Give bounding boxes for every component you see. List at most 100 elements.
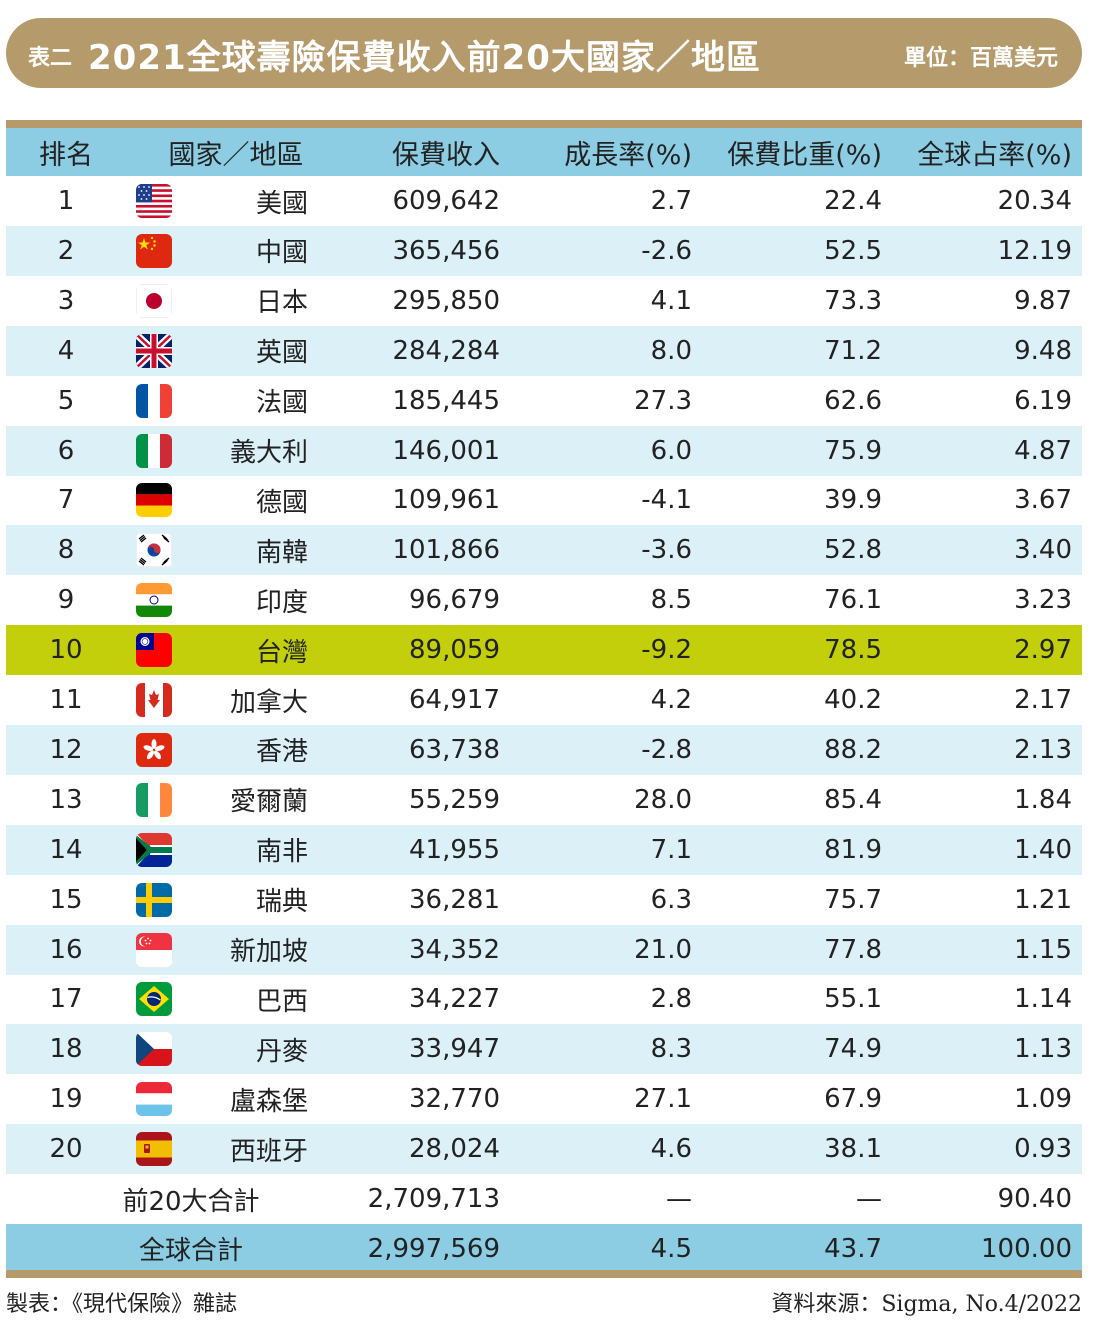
footer-producer: 製表：《現代保險》雜誌 <box>6 1292 238 1317</box>
brazil-flag-icon <box>136 982 172 1017</box>
premium-cell: 34,352 <box>409 934 500 965</box>
growth-cell: 27.3 <box>634 385 692 416</box>
country-cell: 義大利 <box>229 438 308 468</box>
unit-label: 單位：百萬美元 <box>903 46 1058 71</box>
header-rank: 排名 <box>39 139 93 171</box>
growth-cell: 4.6 <box>650 1134 692 1165</box>
premium-cell: 64,917 <box>409 685 500 715</box>
rank-cell: 3 <box>57 285 75 316</box>
table-row: 16 新加坡 34,352 21.0 77.8 1.15 <box>6 924 1082 975</box>
ratio-cell: 43.7 <box>824 1233 882 1264</box>
country-cell: 巴西 <box>255 986 308 1017</box>
ratio-cell: 55.1 <box>824 984 882 1015</box>
growth-cell: 2.7 <box>650 186 692 216</box>
growth-cell: 7.1 <box>650 834 692 865</box>
canada-flag-icon <box>136 683 172 717</box>
header-country: 國家／地區 <box>168 139 304 171</box>
rank-cell: 17 <box>49 984 83 1015</box>
rank-cell: 7 <box>57 485 75 516</box>
header-premium: 保費收入 <box>392 139 500 171</box>
spain-flag-icon <box>136 1132 172 1167</box>
rank-cell: 11 <box>49 685 83 715</box>
ratio-cell: 62.6 <box>824 385 882 416</box>
premium-cell: 2,709,713 <box>367 1184 500 1214</box>
flag-cell <box>134 925 174 975</box>
table-row: 2 中國 365,456 -2.6 52.5 12.19 <box>6 225 1082 276</box>
total-label: 全球合計 <box>138 1236 243 1267</box>
flag-cell <box>134 176 174 226</box>
growth-cell: 4.2 <box>650 685 692 715</box>
taiwan-flag-icon <box>136 633 172 668</box>
header-growth: 成長率(%) <box>564 139 692 171</box>
global-total-row: 全球合計 2,997,569 4.5 43.7 100.00 <box>6 1223 1082 1274</box>
flag-cell <box>134 376 174 426</box>
country-cell: 丹麥 <box>255 1036 308 1067</box>
country-cell: 中國 <box>255 238 308 269</box>
premium-cell: 55,259 <box>409 784 500 815</box>
rank-cell: 12 <box>49 734 83 765</box>
flag-cell <box>134 1124 174 1174</box>
table-row: 13 愛爾蘭 55,259 28.0 85.4 1.84 <box>6 775 1082 825</box>
share-cell: 1.15 <box>1014 934 1072 965</box>
ratio-cell: 52.5 <box>824 235 882 266</box>
table-row: 5 法國 185,445 27.3 62.6 6.19 <box>6 376 1082 426</box>
table-row: 11 加拿大 64,917 4.2 40.2 2.17 <box>6 675 1082 725</box>
ratio-cell: 40.2 <box>824 685 882 715</box>
sweden-flag-icon <box>136 882 172 917</box>
growth-cell: 4.1 <box>650 285 692 316</box>
table-row: 9 印度 96,679 8.5 76.1 3.23 <box>6 575 1082 625</box>
flag-cell <box>134 525 174 575</box>
share-cell: 100.00 <box>981 1233 1072 1264</box>
korea-flag-icon <box>136 533 172 568</box>
country-cell: 西班牙 <box>229 1136 308 1167</box>
share-cell: 12.19 <box>997 235 1072 266</box>
flag-cell <box>134 475 174 525</box>
growth-cell: 4.5 <box>650 1233 692 1264</box>
footer-source: 資料來源：Sigma, No.4/2022 <box>771 1292 1082 1317</box>
premium-cell: 609,642 <box>392 186 500 216</box>
title-banner: 表二 2021全球壽險保費收入前20大國家／地區 單位：百萬美元 <box>6 18 1082 88</box>
ratio-cell: 85.4 <box>824 784 882 815</box>
rank-cell: 2 <box>57 235 75 266</box>
share-cell: 2.17 <box>1014 685 1072 715</box>
south-africa-flag-icon <box>136 832 172 867</box>
table-row-highlighted: 10 台灣 89,059 -9.2 78.5 2.97 <box>6 625 1082 676</box>
share-cell: 3.23 <box>1014 585 1072 616</box>
share-cell: 1.09 <box>1014 1084 1072 1115</box>
share-cell: 1.40 <box>1014 834 1072 865</box>
premium-cell: 41,955 <box>409 834 500 865</box>
premium-cell: 28,024 <box>409 1134 500 1165</box>
ratio-cell: 73.3 <box>824 285 882 316</box>
country-cell: 印度 <box>255 587 308 618</box>
flag-cell <box>134 775 174 825</box>
flag-cell <box>134 575 174 625</box>
country-cell: 德國 <box>255 487 308 518</box>
ratio-cell: 76.1 <box>824 585 882 616</box>
rank-cell: 15 <box>49 884 83 915</box>
table-row: 4 英國 284,284 8.0 71.2 9.48 <box>6 325 1082 376</box>
flag-cell <box>134 875 174 925</box>
flag-cell <box>134 675 174 725</box>
premium-cell: 33,947 <box>409 1034 500 1065</box>
header-share: 全球占率(%) <box>917 139 1072 171</box>
flag-cell <box>134 974 174 1024</box>
share-cell: 9.87 <box>1014 285 1072 316</box>
premium-cell: 89,059 <box>409 635 500 666</box>
rank-cell: 14 <box>49 834 83 865</box>
ratio-cell: 75.9 <box>824 435 882 466</box>
hongkong-flag-icon <box>136 732 172 767</box>
share-cell: 1.21 <box>1014 884 1072 915</box>
premium-cell: 365,456 <box>392 235 500 266</box>
country-cell: 愛爾蘭 <box>229 787 308 818</box>
ratio-cell: 88.2 <box>824 734 882 765</box>
rank-cell: 20 <box>49 1134 83 1165</box>
country-cell: 日本 <box>255 288 308 319</box>
premium-cell: 295,850 <box>392 285 500 316</box>
country-cell: 南非 <box>255 837 308 868</box>
growth-cell: 6.0 <box>650 435 692 466</box>
premium-cell: 96,679 <box>409 585 500 616</box>
table-row: 12 香港 63,738 -2.8 88.2 2.13 <box>6 724 1082 775</box>
luxembourg-flag-icon <box>136 1082 172 1117</box>
france-flag-icon <box>136 383 172 418</box>
table-row: 8 南韓 101,866 -3.6 52.8 3.40 <box>6 525 1082 576</box>
